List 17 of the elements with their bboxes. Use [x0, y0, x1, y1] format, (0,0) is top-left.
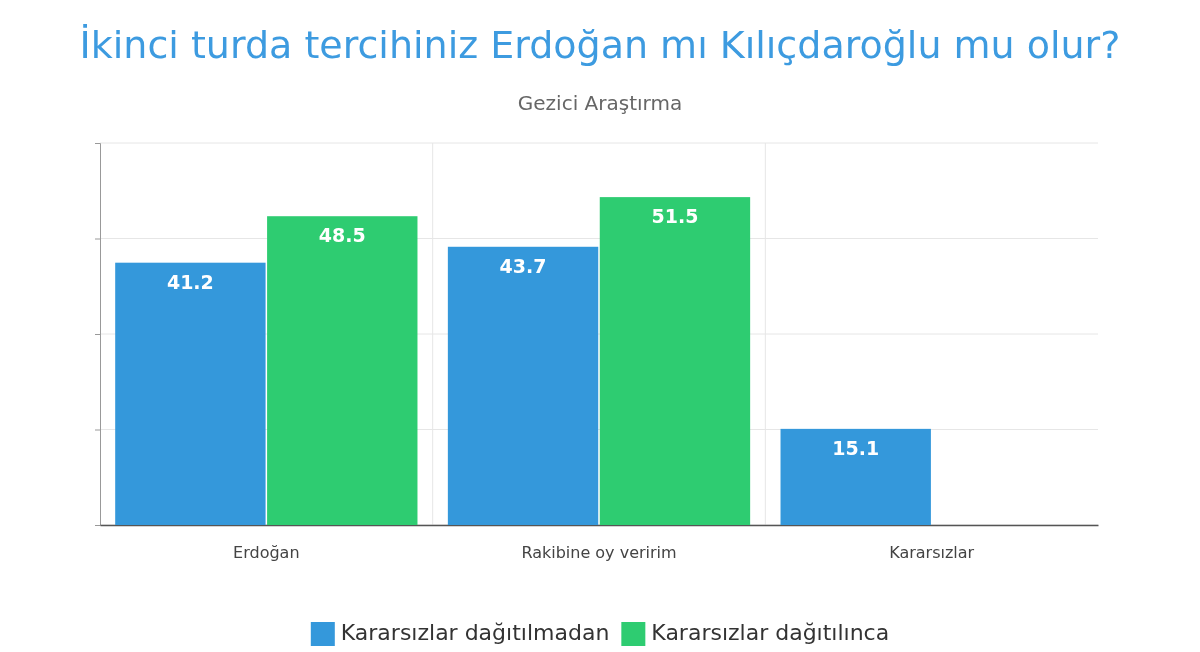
x-tick-label: Erdoğan: [233, 543, 300, 563]
bar: [599, 197, 751, 525]
data-label: 41.2: [166, 270, 214, 293]
data-label: 43.7: [499, 254, 547, 277]
chart-title: İkinci turda tercihiniz Erdoğan mı Kılıçdaroğlu mu olur?: [79, 23, 1121, 67]
bar: [115, 262, 266, 525]
bar: [267, 216, 418, 525]
data-label: 48.5: [318, 224, 366, 247]
x-tick-label: Rakibine oy veririm: [521, 543, 677, 563]
legend-label: Kararsızlar dağıtılınca: [651, 620, 890, 645]
bar: [447, 246, 599, 525]
data-label: 15.1: [832, 436, 880, 459]
chart-subtitle: Gezici Araştırma: [517, 91, 683, 115]
x-tick-label: Kararsızlar: [889, 543, 975, 563]
legend-label: Kararsızlar dağıtılmadan: [340, 620, 610, 645]
bar: [780, 428, 931, 525]
data-label: 51.5: [651, 205, 699, 228]
